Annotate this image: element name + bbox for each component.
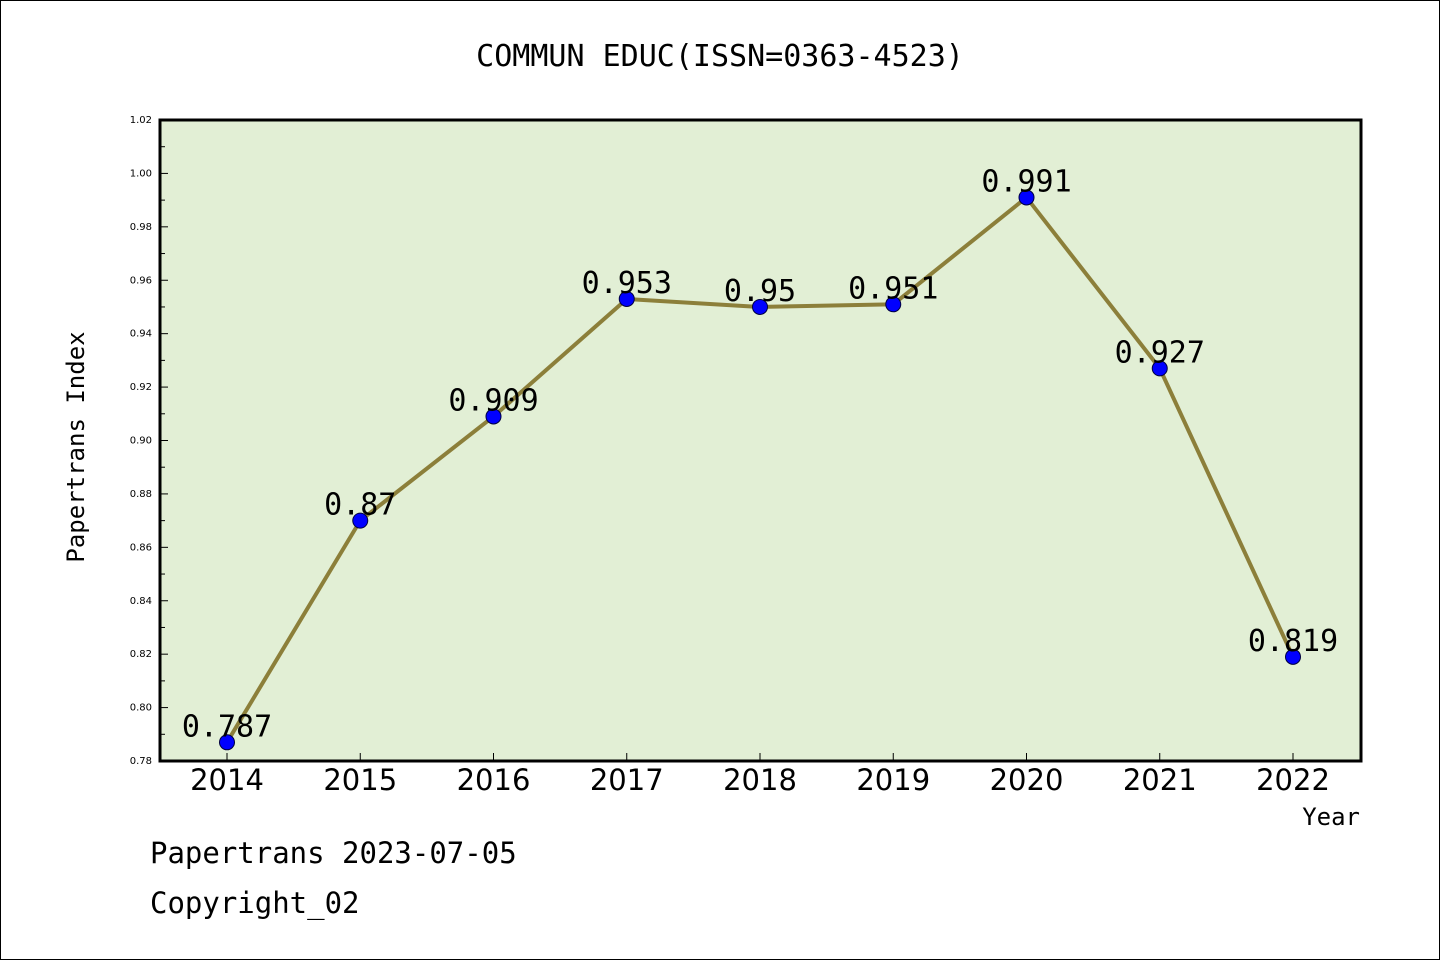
data-point (752, 298, 768, 315)
y-axis: 0.78 0.80 0.82 0.84 0.86 0.88 0.90 0.92 0.94 0.96… (130, 115, 168, 767)
x-tick-label: 2016 (457, 763, 531, 797)
x-tick-label: 2020 (990, 763, 1064, 797)
y-tick-label: 0.94 (130, 329, 152, 340)
data-label: 0.927 (1115, 335, 1205, 370)
marker-group (219, 189, 1301, 751)
data-point (1285, 648, 1301, 665)
data-label: 0.87 (324, 488, 396, 523)
y-tick-label: 0.92 (130, 382, 152, 393)
y-tick-label: 1.00 (130, 168, 152, 179)
plot-area (158, 118, 1363, 763)
data-point (618, 290, 635, 307)
footer-copyright: Copyright_02 (150, 886, 360, 920)
x-tick-label: 2015 (323, 763, 397, 797)
y-tick-label: 0.98 (130, 222, 152, 233)
data-label: 0.909 (448, 383, 538, 418)
footer-date: Papertrans 2023-07-05 (150, 836, 517, 870)
data-label-group: 0.787 0.87 0.909 0.953 0.95 0.951 0.991 0.927 0.… (182, 164, 1338, 744)
x-tick-label: 2017 (590, 763, 664, 797)
x-tick-label: 2021 (1123, 763, 1197, 797)
x-axis: 2014 2015 2016 2017 2018 2019 2020 2021 2022 (190, 753, 1330, 797)
data-point (219, 734, 235, 751)
y-axis-title: Papertrans Index (62, 331, 90, 562)
data-label: 0.953 (582, 266, 672, 301)
y-tick-label: 0.96 (130, 275, 152, 286)
y-tick-label: 0.90 (130, 436, 152, 447)
data-point (1018, 189, 1035, 206)
y-tick-label: 0.84 (130, 596, 152, 607)
data-label: 0.819 (1248, 624, 1338, 659)
data-point (1151, 360, 1168, 377)
data-point (485, 408, 502, 425)
data-point (352, 512, 369, 529)
data-point (885, 296, 902, 313)
data-label: 0.991 (981, 164, 1071, 199)
x-tick-label: 2019 (856, 763, 930, 797)
chart-title: COMMUN EDUC(ISSN=0363-4523) (476, 39, 964, 74)
y-tick-label: 0.78 (130, 756, 152, 767)
data-label: 0.95 (724, 274, 796, 309)
x-tick-label: 2014 (190, 763, 264, 797)
data-label: 0.787 (182, 709, 272, 744)
x-axis-title: Year (1302, 803, 1360, 831)
y-tick-label: 0.86 (130, 542, 152, 553)
y-tick-label: 0.88 (130, 489, 152, 500)
x-tick-label: 2018 (723, 763, 797, 797)
y-tick-label: 0.82 (130, 649, 152, 660)
x-tick-label: 2022 (1256, 763, 1330, 797)
data-label: 0.951 (848, 271, 938, 306)
y-tick-label: 1.02 (130, 115, 152, 126)
y-tick-label: 0.80 (130, 703, 152, 714)
